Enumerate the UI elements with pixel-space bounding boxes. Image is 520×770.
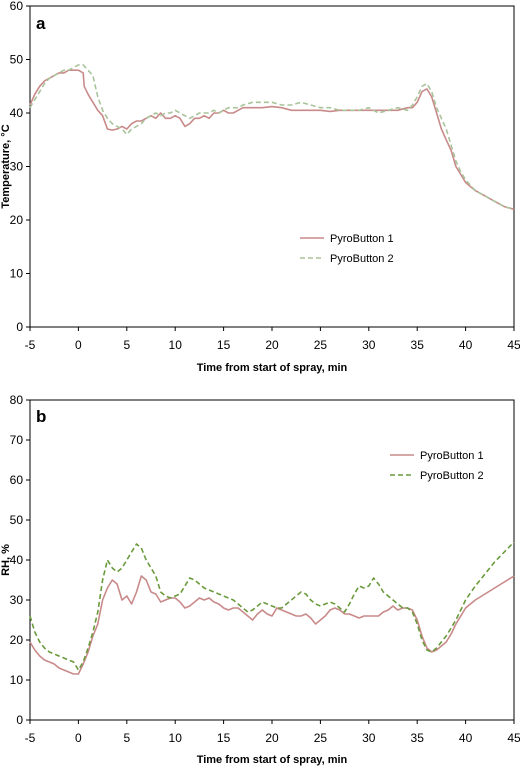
- x-tick-label: 45: [507, 338, 520, 352]
- y-tick-label: 20: [10, 633, 24, 647]
- y-tick-label: 10: [10, 267, 24, 281]
- y-axis-title: RH, %: [0, 544, 12, 576]
- x-axis-title: Time from start of spray, min: [197, 754, 348, 766]
- x-tick-label: 35: [411, 731, 425, 745]
- series-line-pyrobutton-2: [29, 541, 515, 671]
- y-tick-label: 40: [10, 553, 24, 567]
- y-tick-label: 50: [10, 513, 24, 527]
- x-tick-label: -5: [25, 338, 36, 352]
- x-tick-label: 40: [459, 338, 473, 352]
- x-tick-label: 10: [169, 731, 183, 745]
- x-tick-label: 35: [411, 338, 425, 352]
- y-tick-label: 60: [10, 473, 24, 487]
- series-line-pyrobutton-1: [29, 69, 515, 211]
- legend-label: PyroButton 2: [330, 253, 394, 265]
- x-tick-label: 25: [314, 731, 328, 745]
- x-tick-label: 0: [75, 338, 82, 352]
- plot-frame: [29, 5, 515, 328]
- y-axis-title: Temperature, °C: [0, 124, 12, 208]
- x-tick-label: 15: [217, 338, 231, 352]
- y-tick-label: 60: [10, 0, 24, 13]
- panel-label: b: [36, 407, 46, 426]
- legend-label: PyroButton 1: [420, 450, 484, 462]
- y-tick-label: 0: [16, 320, 23, 334]
- x-tick-label: 30: [362, 731, 376, 745]
- y-tick-label: 30: [10, 160, 24, 174]
- y-tick-label: 50: [10, 53, 24, 67]
- x-tick-label: 5: [123, 731, 130, 745]
- x-tick-label: 20: [265, 338, 279, 352]
- x-tick-label: 5: [123, 338, 130, 352]
- plot-frame: [29, 399, 515, 721]
- x-axis-title: Time from start of spray, min: [197, 362, 348, 374]
- y-tick-label: 70: [10, 433, 24, 447]
- x-tick-label: 40: [459, 731, 473, 745]
- y-tick-label: 40: [10, 106, 24, 120]
- y-tick-label: 30: [10, 593, 24, 607]
- legend-label: PyroButton 1: [330, 233, 394, 245]
- series-line-pyrobutton-1: [29, 575, 515, 675]
- x-tick-label: 30: [362, 338, 376, 352]
- y-tick-label: 20: [10, 213, 24, 227]
- x-tick-label: 20: [265, 731, 279, 745]
- x-tick-label: 10: [169, 338, 183, 352]
- panel-label: a: [36, 14, 46, 33]
- x-tick-label: 15: [217, 731, 231, 745]
- x-tick-label: -5: [25, 731, 36, 745]
- y-tick-label: 80: [10, 393, 24, 407]
- legend-label: PyroButton 2: [420, 470, 484, 482]
- series-line-pyrobutton-2: [29, 64, 515, 211]
- x-tick-label: 45: [507, 731, 520, 745]
- y-tick-label: 0: [16, 713, 23, 727]
- x-tick-label: 0: [75, 731, 82, 745]
- y-tick-label: 10: [10, 673, 24, 687]
- x-tick-label: 25: [314, 338, 328, 352]
